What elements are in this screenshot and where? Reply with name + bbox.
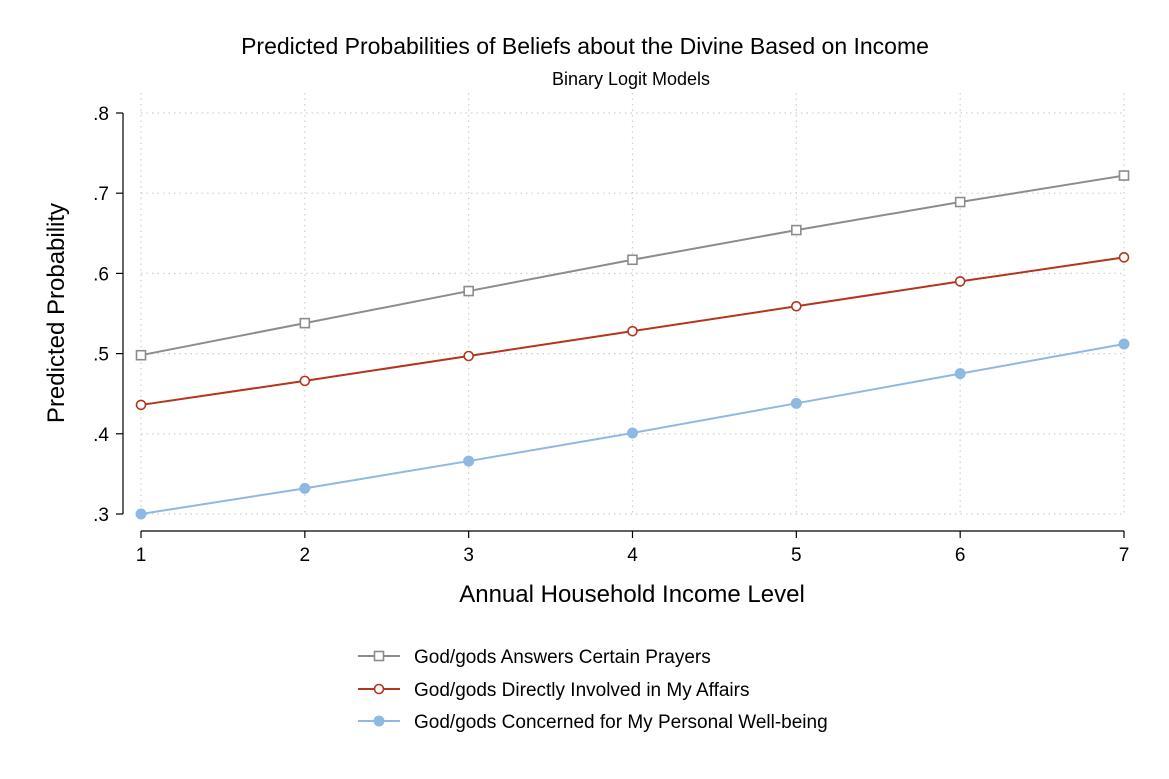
y-tick-label: .8 xyxy=(93,104,109,125)
legend-marker xyxy=(373,715,385,727)
legend-item: God/gods Answers Certain Prayers xyxy=(358,647,711,668)
y-tick-label: .7 xyxy=(93,184,109,205)
x-axis-title: Annual Household Income Level xyxy=(459,581,805,608)
y-axis-title: Predicted Probability xyxy=(43,203,70,423)
y-tick-label: .5 xyxy=(93,345,109,366)
data-point xyxy=(463,285,474,297)
x-tick-label: 6 xyxy=(955,545,966,566)
legend-item: God/gods Concerned for My Personal Well-… xyxy=(358,712,828,733)
series-1 xyxy=(135,170,1130,361)
series-group xyxy=(135,170,1130,520)
data-point xyxy=(791,224,802,236)
data-point xyxy=(954,276,966,287)
data-point xyxy=(299,375,311,387)
x-tick-label: 4 xyxy=(627,545,638,566)
data-point xyxy=(1118,338,1130,350)
legend: God/gods Answers Certain Prayers God/gods… xyxy=(358,647,828,733)
legend-item: God/gods Directly Involved in My Affairs xyxy=(358,680,749,701)
legend-marker xyxy=(373,650,385,662)
grid xyxy=(140,93,1125,515)
data-point xyxy=(1118,252,1130,263)
legend-marker xyxy=(373,683,385,695)
data-point xyxy=(463,455,475,467)
data-point xyxy=(135,349,147,361)
series-3 xyxy=(135,338,1130,520)
x-tick-label: 5 xyxy=(791,545,802,566)
data-point xyxy=(135,399,147,411)
data-point xyxy=(463,350,474,362)
data-point xyxy=(627,254,638,266)
legend-label: God/gods Directly Involved in My Affairs xyxy=(414,680,749,701)
data-point xyxy=(791,300,802,312)
data-point xyxy=(790,397,802,409)
chart-title: Predicted Probabilities of Beliefs about… xyxy=(241,33,929,59)
y-tick-label: .6 xyxy=(93,264,109,285)
legend-label: God/gods Concerned for My Personal Well-… xyxy=(414,712,828,733)
data-point xyxy=(135,508,147,520)
y-tick-label: .3 xyxy=(93,505,109,526)
data-point xyxy=(954,368,966,380)
x-tick-label: 1 xyxy=(136,545,147,566)
x-tick-label: 7 xyxy=(1119,545,1130,566)
series-2 xyxy=(135,252,1130,411)
data-point xyxy=(954,196,966,208)
data-point xyxy=(1118,170,1130,181)
x-tick-label: 2 xyxy=(300,545,311,566)
data-point xyxy=(627,325,638,337)
axes: .3 .4 .5 .6 .7 .8 1 2 3 4 5 6 7 xyxy=(93,104,1129,566)
chart-subtitle: Binary Logit Models xyxy=(552,69,710,89)
legend-label: God/gods Answers Certain Prayers xyxy=(414,647,711,668)
data-point xyxy=(299,482,311,494)
y-tick-label: .4 xyxy=(93,425,109,446)
data-point xyxy=(627,427,638,439)
data-point xyxy=(299,317,311,329)
x-tick-label: 3 xyxy=(463,545,474,566)
